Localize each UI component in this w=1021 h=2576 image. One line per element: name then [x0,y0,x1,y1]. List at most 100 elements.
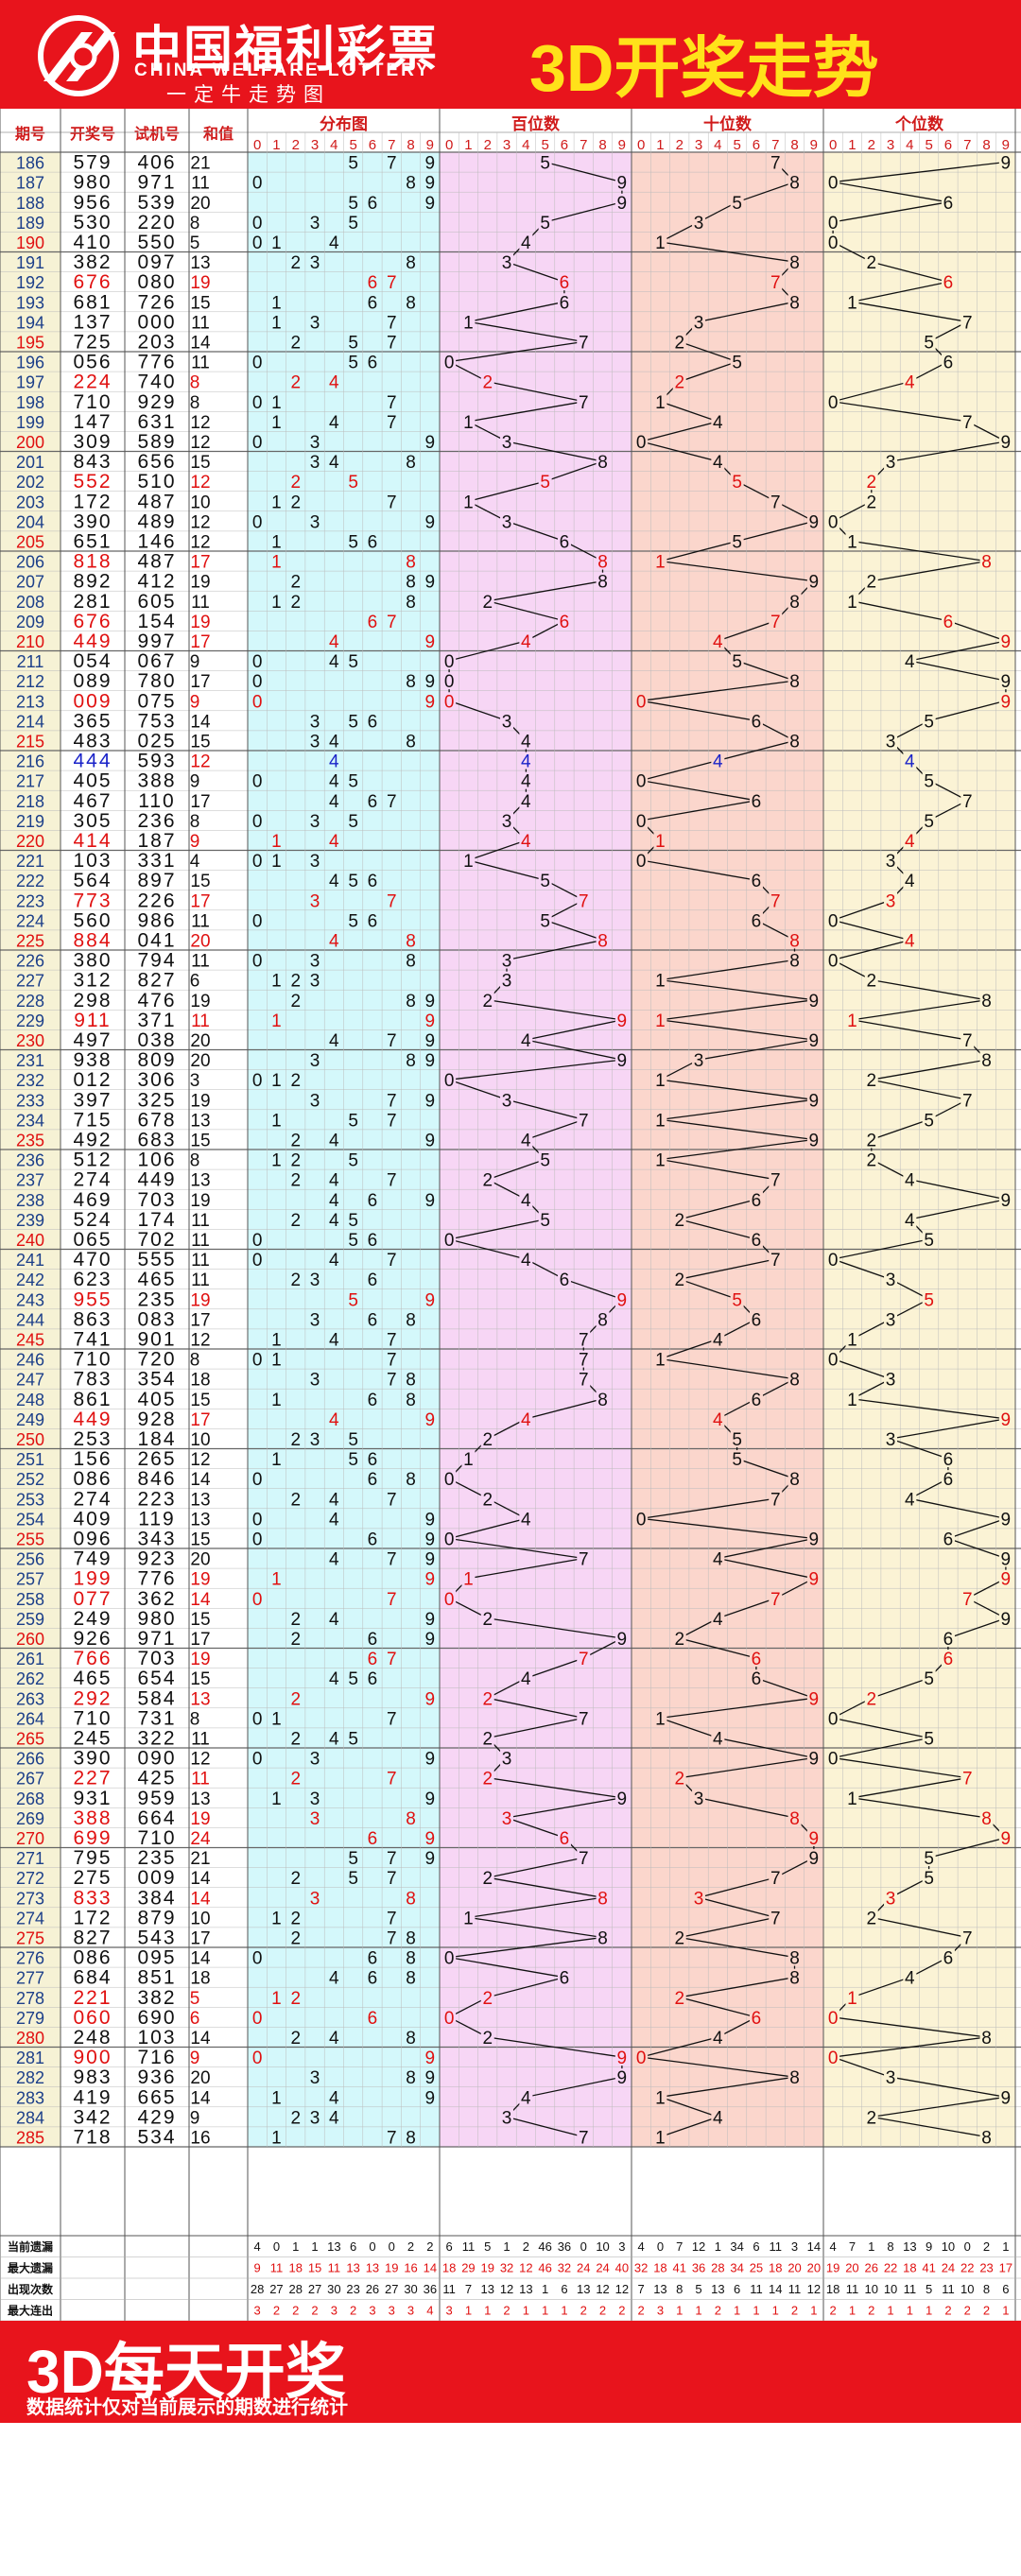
test-number: 425 [137,1768,176,1789]
sum-value: 15 [190,732,210,752]
distribution-mark: 9 [425,1530,436,1549]
hundreds-mark-bg [577,891,591,909]
units-mark-bg [922,1111,936,1129]
period-number: 277 [16,1969,44,1988]
units-mark: 3 [886,453,896,473]
distribution-mark: 6 [368,273,378,293]
period-number: 258 [16,1590,44,1609]
hundreds-mark: 1 [463,313,474,333]
tens-mark: 1 [655,1151,666,1171]
distribution-mark: 9 [425,194,436,214]
footer-stat-hundreds-current_miss: 36 [558,2239,571,2254]
distribution-mark: 9 [425,1570,436,1590]
distribution-mark: 2 [290,1171,301,1191]
column-header-3: 和值 [203,125,234,143]
units-mark: 7 [962,1091,973,1111]
footer-stat-hundreds-max_streak: 1 [561,2304,567,2318]
distribution-mark: 6 [368,194,378,214]
distribution-mark: 0 [252,393,263,413]
tens-mark: 0 [636,2049,647,2068]
units-mark-bg [998,1409,1012,1427]
sum-value: 11 [191,1011,210,1031]
tens-mark-bg [806,1749,821,1767]
tens-mark-bg [711,1409,725,1427]
units-mark: 0 [828,2049,839,2068]
distribution-mark: 9 [425,573,436,593]
hundreds-mark-bg [442,672,457,690]
hundreds-mark-bg [461,1569,476,1587]
hundreds-mark: 7 [579,1550,589,1570]
distribution-mark: 6 [368,1470,378,1490]
units-mark-bg [979,991,994,1009]
tens-mark-bg [711,2028,725,2046]
sum-value: 17 [190,1410,210,1430]
hundreds-mark-bg [614,173,629,191]
footer-stat-distribution-max_streak: 3 [389,2304,395,2318]
digit-label-units-2: 2 [868,137,875,153]
draw-number: 833 [73,1887,112,1909]
distribution-mark: 1 [271,972,282,992]
distribution-mark: 7 [387,1849,397,1869]
draw-number: 342 [73,2106,112,2128]
footer-stat-distribution-max_streak: 4 [426,2304,433,2318]
tens-mark: 2 [674,1271,684,1290]
footer-stat-tens-occurrences: 6 [734,2282,740,2296]
period-number: 201 [16,453,44,472]
period-number: 208 [16,593,44,612]
distribution-mark: 4 [329,1490,339,1510]
period-number: 235 [16,1131,44,1150]
units-mark: 5 [924,712,934,732]
distribution-mark: 4 [329,632,339,652]
tens-mark: 0 [636,852,647,872]
draw-number: 983 [73,2066,112,2088]
hundreds-mark-bg [519,2088,533,2106]
units-mark: 6 [943,354,954,373]
footer-stat-hundreds-max_miss: 18 [442,2261,456,2275]
footer-stat-tens-max_streak: 2 [791,2304,798,2318]
units-mark-bg [922,712,936,730]
hundreds-mark-bg [519,771,533,789]
distribution-mark: 2 [290,2029,301,2049]
units-mark-bg [864,473,878,491]
distribution-mark: 9 [425,1789,436,1809]
distribution-mark: 5 [348,911,358,931]
period-number: 218 [16,792,44,811]
footer-stat-units-current_miss: 1 [1002,2239,1009,2254]
units-mark-bg [864,1150,878,1168]
units-mark: 2 [866,473,876,493]
hundreds-mark: 7 [579,1330,589,1350]
units-mark-bg [864,2108,878,2126]
draw-number: 676 [73,611,112,632]
period-number: 188 [16,194,44,213]
units-mark: 8 [981,553,992,573]
test-number: 971 [137,1628,176,1650]
tens-mark-bg [730,1290,744,1308]
sum-value: 17 [190,1310,210,1330]
digit-label-hundreds-9: 9 [618,137,626,153]
tens-mark: 4 [713,453,723,473]
hundreds-mark: 4 [521,1031,531,1051]
tens-mark: 4 [713,2108,723,2128]
hundreds-mark: 2 [482,1430,493,1450]
draw-number: 103 [73,850,112,872]
units-mark-bg [941,273,955,291]
tens-mark-bg [749,872,763,890]
test-number: 187 [137,830,176,852]
units-mark: 9 [1001,1610,1012,1630]
tens-mark-bg [711,453,725,471]
draw-number: 530 [73,212,112,233]
distribution-mark: 1 [271,413,282,433]
tens-mark: 5 [732,194,742,214]
sum-value: 8 [190,1709,200,1729]
distribution-mark: 9 [425,1750,436,1770]
units-mark: 2 [866,573,876,593]
units-mark-bg [960,791,975,809]
sum-value: 6 [190,2009,200,2029]
units-mark: 1 [847,1989,857,2009]
tens-mark-bg [711,631,725,649]
column-header-0: 期号 [15,125,45,143]
distribution-mark: 3 [310,891,320,911]
footer-stat-label: 最大连出 [8,2304,53,2318]
tens-mark-bg [672,372,686,390]
sum-value: 11 [191,1271,210,1290]
